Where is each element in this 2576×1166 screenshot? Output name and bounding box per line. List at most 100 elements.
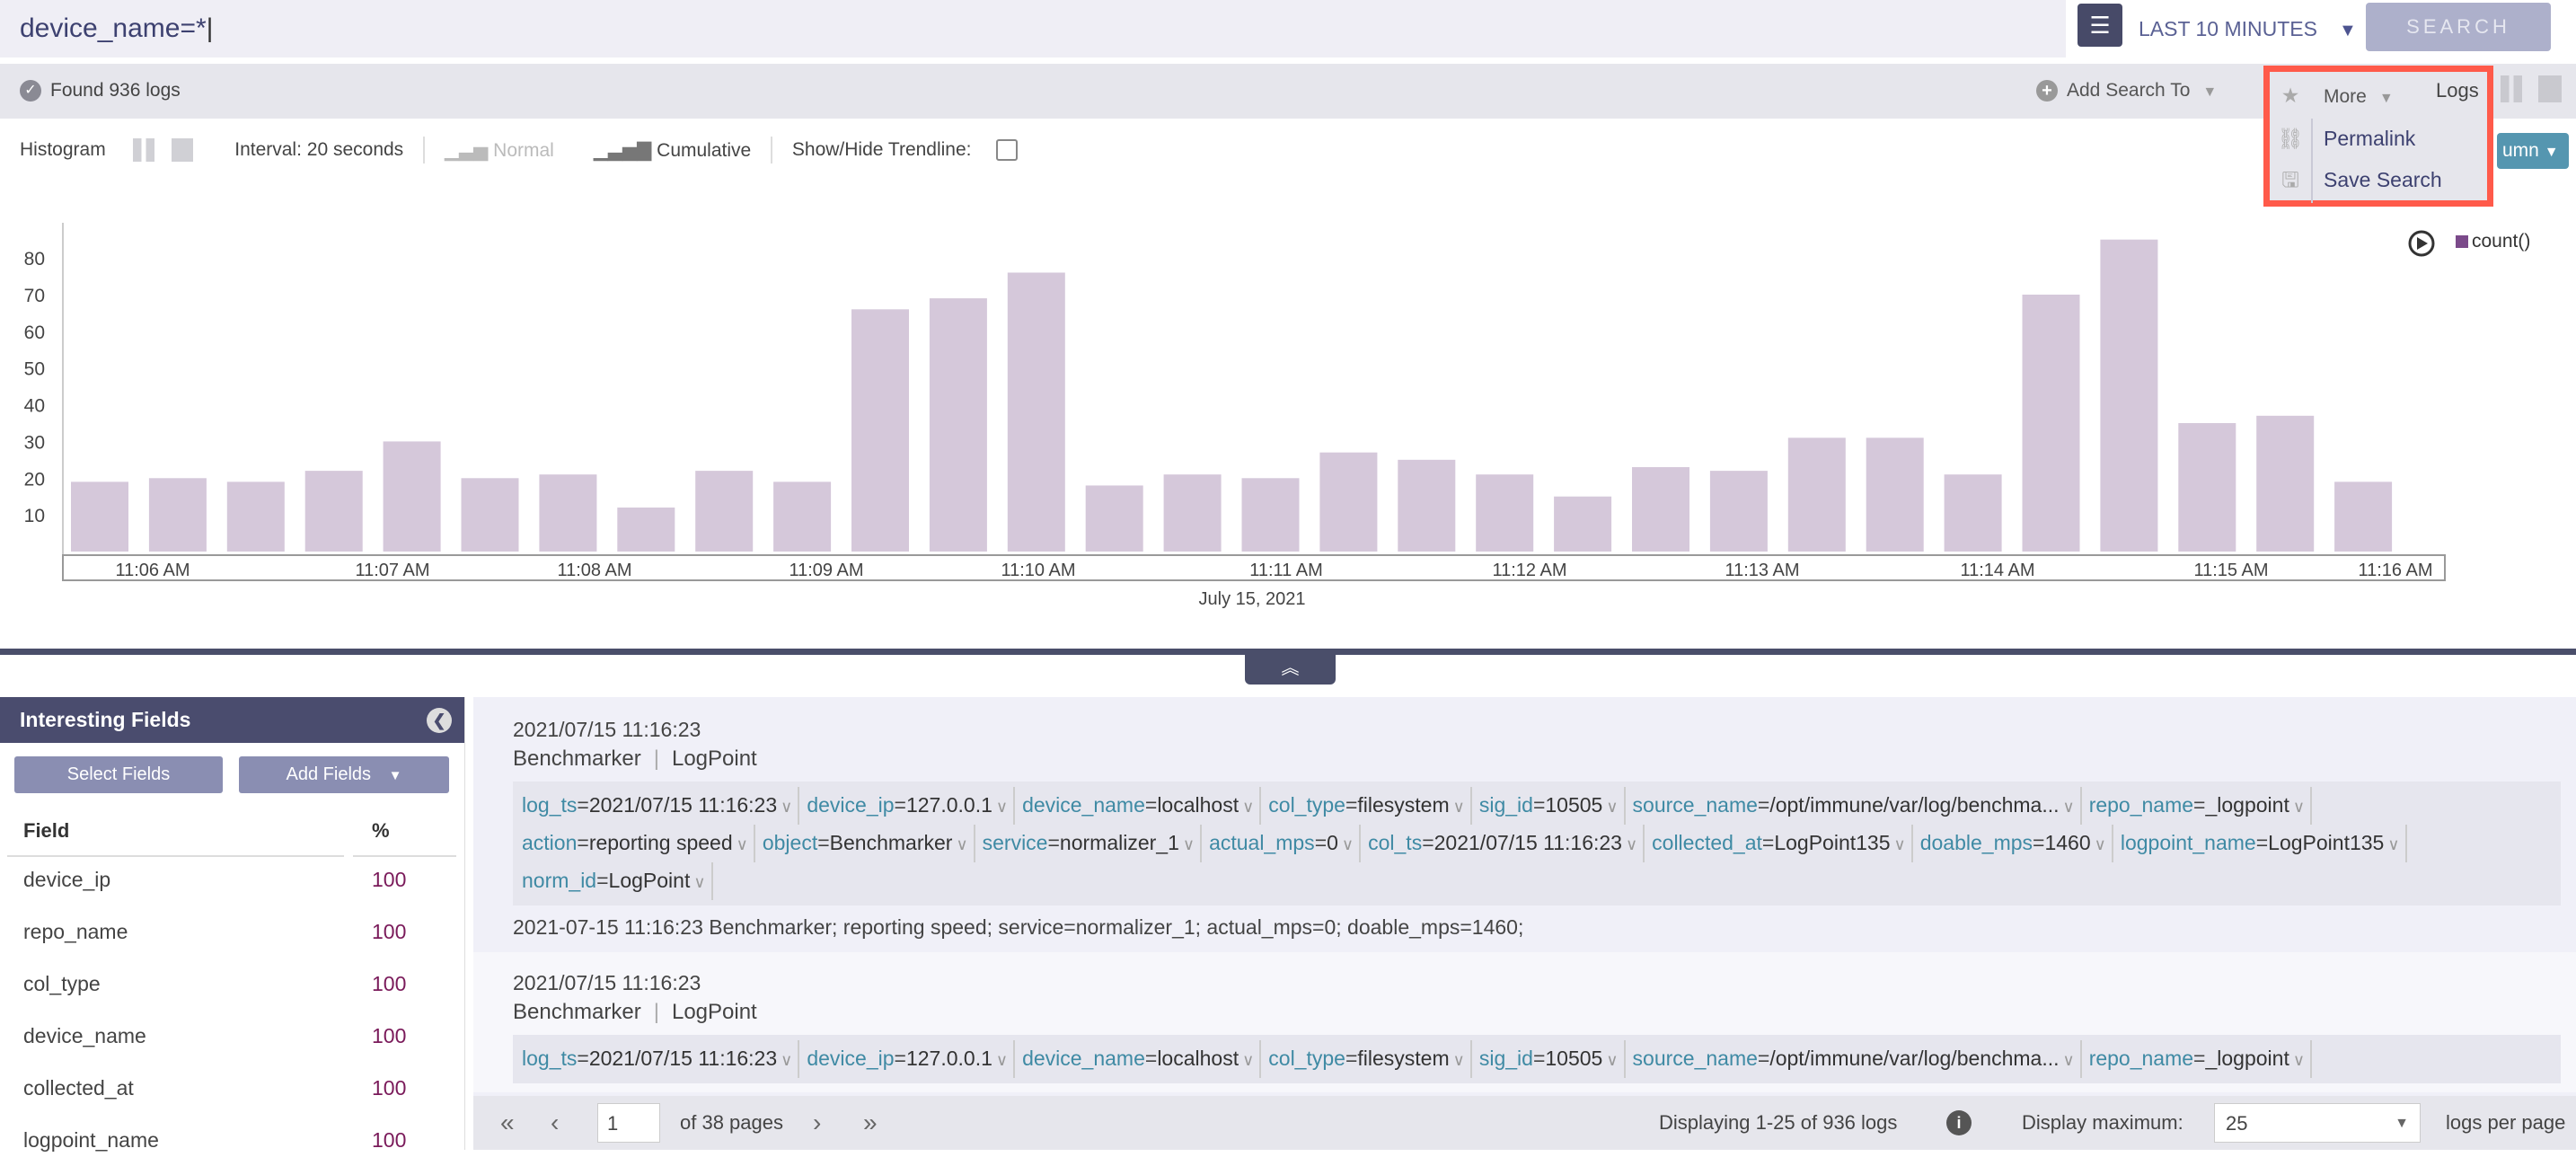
log-field[interactable]: norm_id=LogPoint ∨ xyxy=(522,862,713,900)
legend-label[interactable]: count() xyxy=(2472,231,2530,252)
log-field[interactable]: repo_name=_logpoint ∨ xyxy=(2088,787,2313,825)
field-key[interactable]: device_name xyxy=(1022,1047,1145,1070)
field-value[interactable]: localhost xyxy=(1157,1047,1239,1070)
field-key[interactable]: col_ts xyxy=(1368,831,1423,854)
field-name[interactable]: repo_name xyxy=(23,920,128,943)
more-dropdown-toggle[interactable]: ★ More ▼ xyxy=(2275,79,2394,115)
info-icon[interactable]: i xyxy=(1946,1110,1972,1135)
normal-mode-button[interactable]: ▁▃▅ Normal xyxy=(445,137,554,163)
log-source-name[interactable]: Benchmarker xyxy=(513,746,641,771)
histogram-bar[interactable] xyxy=(1709,471,1768,552)
field-value[interactable]: 127.0.0.1 xyxy=(905,1047,992,1070)
histogram-bar[interactable] xyxy=(1319,452,1378,552)
chevron-down-icon[interactable]: ∨ xyxy=(2062,798,2075,816)
histogram-bar[interactable] xyxy=(695,471,754,552)
histogram-bar[interactable] xyxy=(226,481,285,552)
field-value[interactable]: filesystem xyxy=(1357,1047,1450,1070)
log-field[interactable]: repo_name=_logpoint ∨ xyxy=(2088,1040,2313,1078)
histogram-bar[interactable] xyxy=(1007,272,1065,552)
log-collector[interactable]: LogPoint xyxy=(671,1000,757,1024)
chevron-down-icon[interactable]: ∨ xyxy=(2292,1051,2306,1069)
field-name[interactable]: device_name xyxy=(23,1024,146,1047)
pane-resize-handle[interactable]: ︽ xyxy=(1245,653,1336,685)
histogram-bar[interactable] xyxy=(2100,239,2158,552)
field-value[interactable]: _logpoint xyxy=(2205,1047,2289,1070)
chevron-down-icon[interactable]: ∨ xyxy=(1341,835,1354,853)
field-name[interactable]: collected_at xyxy=(23,1076,134,1100)
field-name[interactable]: logpoint_name xyxy=(23,1128,159,1152)
chevron-down-icon[interactable]: ∨ xyxy=(2387,835,2400,853)
histogram-bar[interactable] xyxy=(1632,467,1689,552)
histogram-bar[interactable] xyxy=(1241,478,1300,552)
log-field[interactable]: log_ts=2021/07/15 11:16:23 ∨ xyxy=(522,1040,800,1078)
field-row[interactable]: col_type 100 xyxy=(0,958,465,1010)
histogram-bar[interactable] xyxy=(617,507,675,552)
field-key[interactable]: repo_name xyxy=(2088,793,2194,817)
field-name[interactable]: device_ip xyxy=(23,868,111,891)
add-search-to-dropdown[interactable]: + Add Search To ▼ xyxy=(2036,77,2217,106)
histogram-bar[interactable] xyxy=(461,478,519,552)
histogram-bar[interactable] xyxy=(1944,474,2002,552)
log-field[interactable]: col_type=filesystem ∨ xyxy=(1268,1040,1472,1078)
field-key[interactable]: collected_at xyxy=(1652,831,1762,854)
prev-page-icon[interactable]: ‹ xyxy=(551,1109,560,1136)
histogram-bar[interactable] xyxy=(1476,474,1534,552)
chevron-down-icon[interactable]: ∨ xyxy=(693,873,706,891)
chevron-down-icon[interactable]: ∨ xyxy=(1242,1051,1255,1069)
select-fields-button[interactable]: Select Fields xyxy=(14,756,223,793)
field-key[interactable]: norm_id xyxy=(522,869,597,892)
field-row[interactable]: logpoint_name 100 xyxy=(0,1114,465,1166)
histogram-bar[interactable] xyxy=(71,481,128,552)
field-value[interactable]: /opt/immune/var/log/benchma... xyxy=(1769,1047,2060,1070)
x-axis-navigator[interactable] xyxy=(62,554,2446,581)
trendline-checkbox[interactable] xyxy=(996,139,1019,162)
log-source-name[interactable]: Benchmarker xyxy=(513,1000,641,1024)
chevron-down-icon[interactable]: ∨ xyxy=(1182,835,1195,853)
field-key[interactable]: col_type xyxy=(1268,1047,1345,1070)
field-key[interactable]: device_ip xyxy=(807,793,895,817)
chevron-down-icon[interactable]: ∨ xyxy=(956,835,968,853)
display-max-select[interactable]: 25 ▼ xyxy=(2214,1103,2421,1143)
next-page-icon[interactable]: › xyxy=(813,1109,822,1136)
collapse-panel-icon[interactable]: ❮ xyxy=(427,708,452,733)
histogram-bar[interactable] xyxy=(1866,437,1924,552)
chevron-down-icon[interactable]: ∨ xyxy=(995,798,1009,816)
log-field[interactable]: sig_id=10505 ∨ xyxy=(1479,787,1626,825)
chevron-down-icon[interactable]: ∨ xyxy=(1893,835,1906,853)
chevron-down-icon[interactable]: ∨ xyxy=(2062,1051,2075,1069)
histogram-bar[interactable] xyxy=(2022,294,2080,552)
histogram-bar[interactable] xyxy=(2178,422,2236,552)
field-value[interactable]: reporting speed xyxy=(588,831,733,854)
chevron-down-icon[interactable]: ∨ xyxy=(1242,798,1255,816)
field-value[interactable]: localhost xyxy=(1157,793,1239,817)
chevron-down-icon[interactable]: ∨ xyxy=(995,1051,1009,1069)
histogram-bar[interactable] xyxy=(773,481,832,552)
field-value[interactable]: 2021/07/15 11:16:23 xyxy=(588,1047,778,1070)
log-field[interactable]: log_ts=2021/07/15 11:16:23 ∨ xyxy=(522,787,800,825)
histogram-bar[interactable] xyxy=(1787,437,1846,552)
log-field[interactable]: logpoint_name=LogPoint135 ∨ xyxy=(2121,825,2407,862)
field-key[interactable]: repo_name xyxy=(2088,1047,2194,1070)
add-fields-button[interactable]: Add Fields ▼ xyxy=(239,756,449,793)
menu-item-save-search[interactable]: 🖫 Save Search xyxy=(2275,163,2442,196)
field-key[interactable]: sig_id xyxy=(1478,1047,1533,1070)
full-chart-icon[interactable] xyxy=(172,138,194,163)
histogram-bar[interactable] xyxy=(1554,496,1612,552)
log-field[interactable]: col_ts=2021/07/15 11:16:23 ∨ xyxy=(1368,825,1645,862)
field-value[interactable]: 2021/07/15 11:16:23 xyxy=(1434,831,1622,854)
histogram-bar[interactable] xyxy=(383,441,441,552)
field-key[interactable]: device_name xyxy=(1022,793,1145,817)
play-icon[interactable] xyxy=(2408,230,2435,257)
split-view-icon[interactable] xyxy=(2501,75,2522,102)
field-value[interactable]: 10505 xyxy=(1545,793,1603,817)
field-key[interactable]: doable_mps xyxy=(1919,831,2033,854)
field-key[interactable]: log_ts xyxy=(522,793,578,817)
histogram-bar[interactable] xyxy=(851,309,909,552)
log-field[interactable]: service=normalizer_1 ∨ xyxy=(983,825,1203,862)
histogram-bar[interactable] xyxy=(304,471,363,552)
field-value[interactable]: normalizer_1 xyxy=(1059,831,1179,854)
chevron-down-icon[interactable]: ∨ xyxy=(2292,798,2306,816)
field-key[interactable]: source_name xyxy=(1632,793,1758,817)
histogram-bar[interactable] xyxy=(1163,474,1222,552)
field-value[interactable]: 2021/07/15 11:16:23 xyxy=(588,793,778,817)
